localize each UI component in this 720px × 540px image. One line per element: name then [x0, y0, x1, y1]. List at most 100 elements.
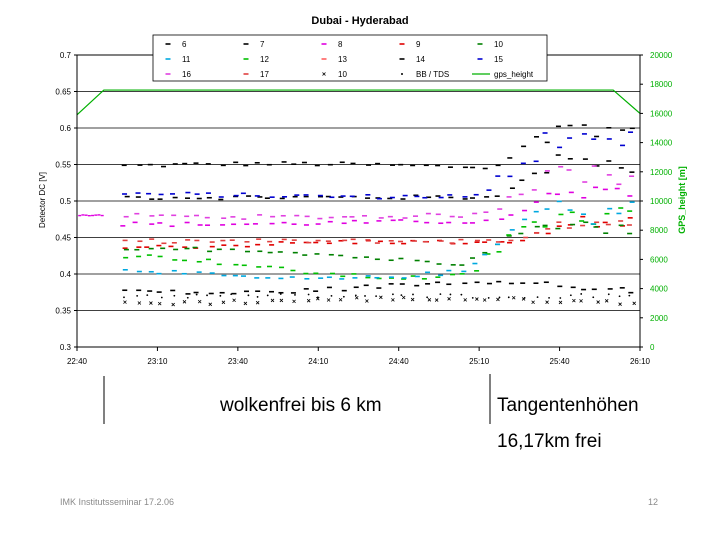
y2-tick-label: 16000 — [650, 109, 673, 118]
data-point — [410, 297, 415, 302]
legend-label: 14 — [416, 55, 425, 64]
data-point — [326, 298, 331, 302]
data-point — [294, 294, 296, 296]
data-point — [548, 297, 550, 299]
legend-item: gps_height — [472, 70, 534, 79]
data-point — [531, 300, 535, 305]
legend-label: 10 — [338, 70, 347, 79]
series-16 — [123, 165, 635, 220]
y2-tick-label: 18000 — [650, 80, 673, 89]
legend-item: BB / TDS — [401, 70, 449, 79]
footer-seminar: IMK Institutsseminar 17.2.06 — [60, 497, 175, 507]
data-point — [392, 293, 394, 296]
legend-item: 17 — [243, 70, 269, 79]
data-point — [498, 296, 501, 299]
data-point — [123, 296, 125, 299]
data-point — [197, 299, 202, 304]
series-12 — [123, 207, 633, 280]
data-point — [507, 296, 510, 299]
data-point — [604, 299, 609, 303]
legend-label: 17 — [260, 70, 269, 79]
data-point — [206, 294, 208, 297]
data-point — [146, 294, 149, 296]
data-point — [173, 294, 176, 297]
data-point — [232, 298, 236, 303]
y2-tick-label: 2000 — [650, 314, 668, 323]
legend-label: 8 — [338, 40, 343, 49]
y2-tick-label: 6000 — [650, 255, 668, 264]
data-point — [379, 295, 383, 300]
y-tick-label: 0.6 — [60, 124, 72, 133]
series-10 — [123, 221, 633, 266]
gps-height-line — [76, 89, 641, 116]
annotation-tangent-free: 16,17km frei — [497, 431, 602, 452]
legend-label: 12 — [260, 55, 269, 64]
chart-title: Dubai - Hyderabad — [311, 15, 408, 27]
data-point — [559, 297, 562, 299]
data-point — [160, 296, 163, 299]
annotation-tangent-heights: Tangentenhöhen — [497, 395, 639, 416]
data-point — [279, 298, 284, 303]
data-point — [221, 300, 226, 305]
axes: 0.3 0.35 0.4 0.45 0.5 0.55 0.6 0.65 0.7 0 2000 4000… — [55, 51, 672, 366]
data-point — [136, 295, 139, 297]
data-point — [545, 300, 549, 304]
data-point — [270, 298, 275, 303]
series-start-cluster — [78, 214, 104, 217]
y-tick-label: 0.4 — [60, 270, 72, 279]
data-point — [487, 297, 490, 299]
data-point — [354, 295, 359, 300]
data-point — [316, 296, 319, 299]
legend-item: 10 — [477, 40, 503, 49]
legend-label: 6 — [182, 40, 187, 49]
y-tick-label: 0.3 — [60, 343, 72, 352]
data-point — [157, 301, 162, 306]
data-point — [338, 297, 343, 302]
data-series — [78, 124, 636, 307]
data-point — [186, 296, 189, 299]
legend-label: 7 — [260, 40, 265, 49]
data-point — [558, 300, 563, 305]
data-point — [579, 299, 583, 303]
data-point — [618, 295, 621, 298]
legend-box — [152, 34, 548, 82]
data-point — [580, 293, 583, 295]
x-tick-label: 24:10 — [308, 357, 329, 366]
data-point — [219, 294, 222, 297]
y2-tick-label: 14000 — [650, 139, 673, 148]
x-tick-label: 22:40 — [67, 357, 88, 366]
series-BB / TDS — [123, 293, 631, 299]
y2-axis-label: GPS_height [m] — [677, 166, 687, 234]
data-point — [255, 300, 260, 305]
data-point — [375, 295, 378, 297]
data-point — [412, 293, 414, 296]
data-point — [401, 295, 406, 300]
data-point — [342, 295, 345, 298]
series-gps_height — [122, 131, 634, 200]
x-tick-label: 23:40 — [228, 357, 249, 366]
x-tick-label: 25:40 — [550, 357, 571, 366]
legend-item: 14 — [399, 55, 425, 64]
legend-item: 15 — [477, 55, 503, 64]
data-point — [307, 293, 310, 296]
y-tick-label: 0.35 — [55, 307, 71, 316]
data-point — [256, 296, 259, 298]
data-point — [463, 298, 468, 302]
data-point — [426, 296, 429, 299]
y2-tick-label: 4000 — [650, 285, 668, 294]
data-point — [306, 298, 311, 303]
annotation-cloud-free: wolkenfrei bis 6 km — [220, 395, 382, 416]
y-tick-label: 0.55 — [55, 161, 71, 170]
legend-item: 10 — [322, 70, 347, 79]
data-point — [171, 302, 175, 307]
legend: 6 7 8 9 10 11 12 13 14 15 16 17 10 BB / TDS gps_height — [152, 34, 548, 82]
data-point — [149, 301, 153, 305]
data-point — [123, 300, 127, 304]
series-17 — [122, 220, 632, 245]
data-point — [230, 293, 233, 296]
series-14 — [124, 154, 635, 201]
y2-tick-label: 12000 — [650, 168, 673, 177]
data-point — [447, 297, 451, 301]
data-point — [471, 296, 474, 299]
